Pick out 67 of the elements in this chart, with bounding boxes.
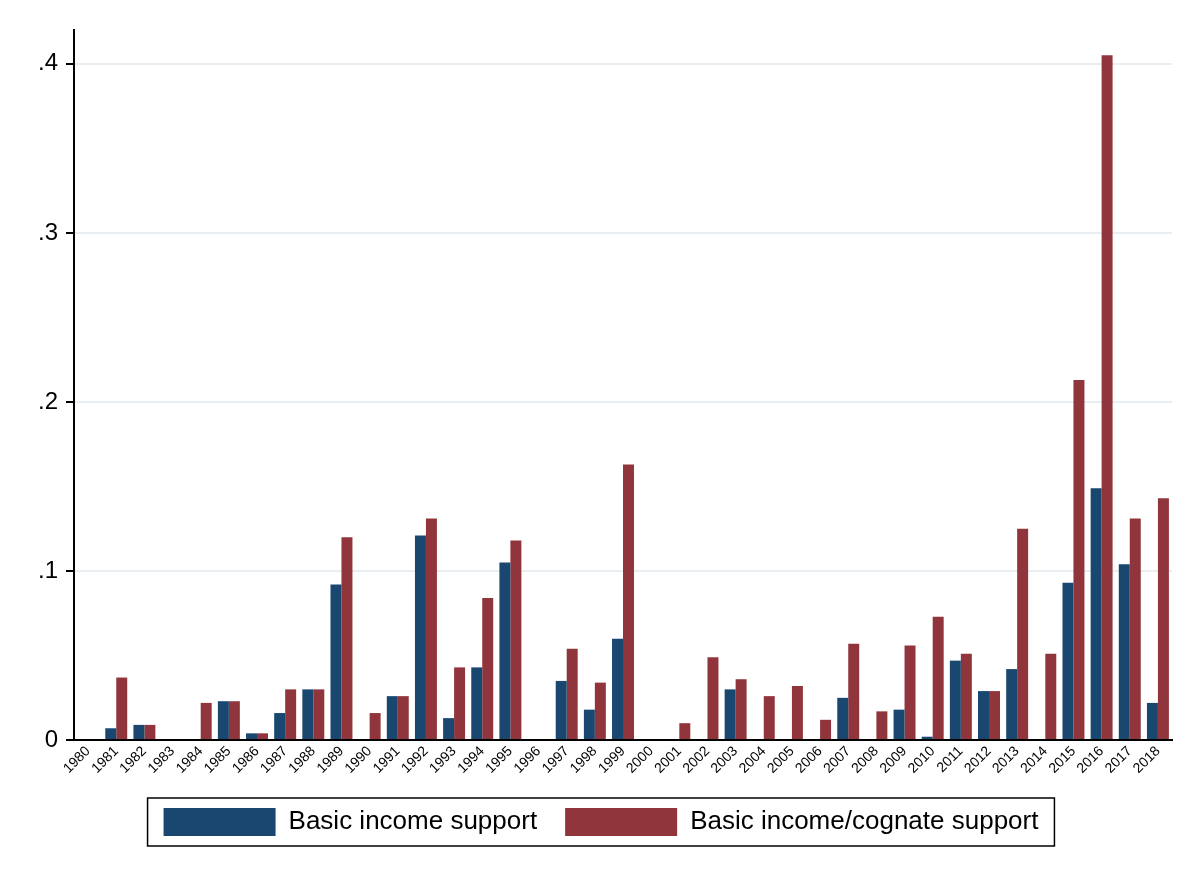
bar — [623, 464, 634, 740]
bar — [302, 689, 314, 740]
bar — [594, 682, 606, 740]
bar — [274, 713, 286, 740]
bar — [330, 584, 342, 740]
bar — [397, 696, 409, 740]
bar — [820, 719, 832, 740]
bar — [1157, 498, 1169, 740]
bar — [425, 518, 437, 740]
bar — [978, 691, 989, 740]
bar — [105, 728, 117, 740]
bar — [414, 535, 426, 740]
bar — [904, 645, 916, 740]
y-tick-label: .2 — [38, 386, 59, 414]
bar — [471, 667, 483, 740]
bar — [341, 537, 353, 740]
bar — [837, 697, 849, 740]
bar — [133, 724, 145, 740]
bar — [228, 701, 240, 740]
bar — [949, 660, 961, 740]
y-tick-label: .1 — [38, 555, 59, 583]
bar — [257, 733, 268, 740]
bar — [612, 638, 624, 740]
bar — [932, 616, 944, 740]
bar — [893, 709, 905, 740]
bar — [499, 562, 511, 740]
bar — [443, 718, 455, 740]
bar — [707, 657, 719, 740]
bar — [369, 713, 381, 740]
bar — [1129, 518, 1141, 740]
bar — [510, 540, 522, 740]
bar — [144, 724, 156, 740]
bar — [1146, 702, 1158, 740]
bar — [763, 696, 775, 740]
bar — [679, 723, 691, 740]
bar — [1045, 653, 1057, 740]
bar — [960, 653, 972, 740]
bar — [724, 689, 736, 740]
bar — [482, 598, 494, 740]
bar — [791, 686, 803, 740]
bar — [1101, 55, 1113, 740]
bar — [200, 702, 212, 740]
bar — [555, 680, 567, 740]
bar — [386, 696, 398, 740]
bar — [217, 701, 229, 740]
bar — [876, 711, 888, 740]
bar — [313, 689, 325, 740]
bar — [1073, 379, 1085, 740]
bar — [246, 733, 258, 740]
bar — [116, 677, 128, 740]
y-tick-label: 0 — [44, 724, 59, 752]
bar — [735, 679, 747, 740]
bar — [848, 643, 860, 740]
bar — [1006, 669, 1018, 740]
legend-label: Basic income support — [288, 805, 538, 836]
bar — [285, 689, 297, 740]
y-tick-label: .3 — [38, 217, 59, 245]
bar — [454, 667, 466, 740]
bar — [1118, 564, 1130, 740]
bar — [566, 648, 578, 740]
bar — [989, 691, 1000, 740]
bar — [1017, 528, 1029, 740]
bar — [1090, 488, 1102, 740]
legend-label: Basic income/cognate support — [690, 805, 1040, 836]
y-tick-label: .4 — [38, 48, 59, 76]
bar — [583, 709, 595, 740]
bar — [1062, 582, 1074, 740]
